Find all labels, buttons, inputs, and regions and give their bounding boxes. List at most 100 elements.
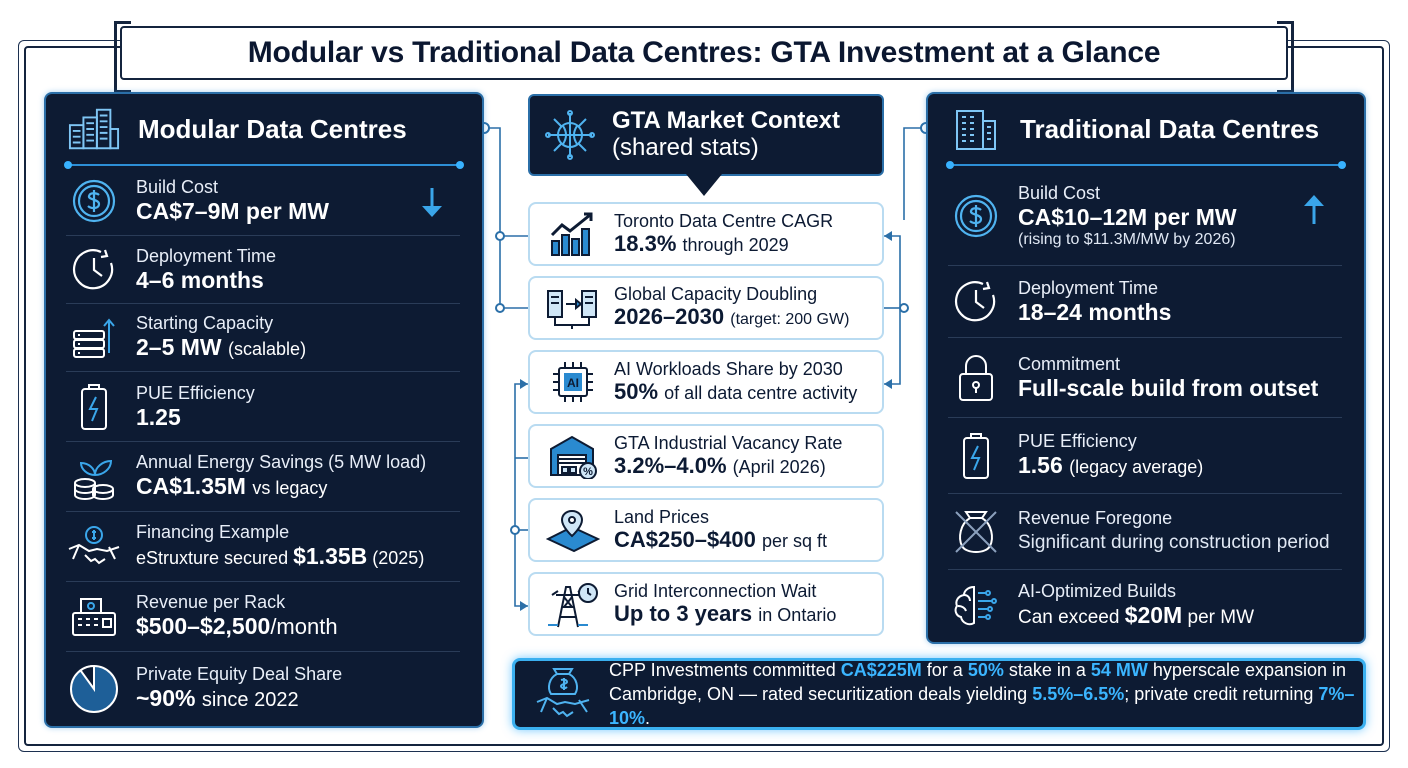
row-value: Can exceed $20M per MW bbox=[1018, 601, 1254, 632]
note-text-part: for a bbox=[921, 660, 968, 680]
pie-slice-remainder bbox=[79, 664, 95, 693]
row-label: Starting Capacity bbox=[136, 312, 274, 333]
traditional-row-pue: PUE Efficiency 1.56 (legacy average) bbox=[948, 418, 1342, 494]
value-main: CA$1.35M bbox=[136, 472, 246, 499]
card-value: CA$250–$400 per sq ft bbox=[614, 527, 827, 554]
card-label: Land Prices bbox=[614, 506, 710, 527]
row-value: ~90% since 2022 bbox=[136, 684, 342, 714]
card-value: Up to 3 years in Ontario bbox=[614, 601, 836, 628]
land-pin-icon bbox=[544, 504, 602, 556]
handshake-icon bbox=[66, 521, 122, 573]
value-prefix: Can exceed bbox=[1018, 606, 1120, 628]
value-small: of all data centre activity bbox=[664, 382, 858, 403]
note-text-part: . bbox=[645, 708, 651, 728]
row-label: Private Equity Deal Share bbox=[136, 664, 343, 684]
value-main: 2026–2030 bbox=[614, 303, 725, 329]
value-small: per sq ft bbox=[762, 530, 828, 551]
row-label: PUE Efficiency bbox=[1018, 430, 1137, 451]
row-label: AI-Optimized Builds bbox=[1018, 580, 1177, 601]
coins-leaf-icon bbox=[66, 451, 122, 503]
row-value: 4–6 months bbox=[136, 266, 264, 293]
row-value: CA$10–12M per MW bbox=[1018, 203, 1237, 230]
row-value: 2–5 MW (scalable) bbox=[136, 333, 306, 363]
warehouse-icon: % bbox=[544, 430, 602, 482]
traditional-row-deployment: Deployment Time 18–24 months bbox=[948, 266, 1342, 338]
padlock-icon bbox=[948, 352, 1004, 404]
value-small: /month bbox=[270, 614, 338, 639]
traditional-panel: Traditional Data Centres Build Cost CA$1… bbox=[926, 92, 1366, 644]
down-arrow-icon bbox=[420, 186, 444, 218]
server-stack-icon bbox=[66, 312, 122, 364]
value-main: $1.35B bbox=[293, 542, 368, 569]
value-small: (target: 200 GW) bbox=[730, 310, 850, 328]
ai-chip-icon: AI bbox=[544, 356, 602, 408]
highlight-value: 5.5%–6.5% bbox=[1032, 684, 1125, 704]
battery-icon bbox=[66, 381, 122, 433]
title-box: Modular vs Traditional Data Centres: GTA… bbox=[114, 21, 1294, 93]
row-label: Annual Energy Savings (5 MW load) bbox=[136, 451, 427, 472]
traditional-heading: Traditional Data Centres bbox=[1020, 113, 1320, 144]
highlight-value: 54 MW bbox=[1090, 660, 1148, 680]
card-value: 18.3% through 2029 bbox=[614, 231, 833, 258]
value-main: 3.2%–4.0% bbox=[614, 452, 727, 478]
card-label: Toronto Data Centre CAGR bbox=[614, 210, 834, 231]
modular-panel: Modular Data Centres Build Cost CA$7–9M … bbox=[44, 92, 484, 728]
traditional-row-commitment: Commitment Full-scale build from outset bbox=[948, 338, 1342, 418]
dollar-icon bbox=[948, 190, 1004, 242]
highlight-value: CA$225M bbox=[840, 660, 922, 680]
investment-note-box: CPP Investments committed CA$225M for a … bbox=[512, 658, 1366, 730]
row-value: eStruxture secured $1.35B (2025) bbox=[136, 542, 424, 572]
traditional-row-ai-builds: AI-Optimized Builds Can exceed $20M per … bbox=[948, 570, 1342, 642]
note-text-part: stake in a bbox=[1003, 660, 1091, 680]
row-value: 1.56 (legacy average) bbox=[1018, 451, 1203, 481]
row-value: 18–24 months bbox=[1018, 298, 1172, 325]
modular-header: Modular Data Centres bbox=[46, 94, 482, 164]
row-label: PUE Efficiency bbox=[136, 382, 255, 403]
clock-icon bbox=[948, 276, 1004, 328]
traditional-header: Traditional Data Centres bbox=[928, 94, 1364, 164]
row-value: CA$1.35M vs legacy bbox=[136, 472, 426, 502]
context-card-capacity: Global Capacity Doubling 2026–2030 (targ… bbox=[528, 276, 884, 340]
value-small: (scalable) bbox=[228, 338, 307, 359]
office-building-icon bbox=[950, 107, 1002, 151]
modular-row-deployment: Deployment Time 4–6 months bbox=[66, 236, 460, 304]
dollar-icon bbox=[66, 175, 122, 227]
value-main: Up to 3 years bbox=[614, 600, 753, 626]
value-main: 1.56 bbox=[1018, 451, 1063, 478]
card-value: 3.2%–4.0% (April 2026) bbox=[614, 453, 842, 480]
header-divider bbox=[64, 161, 464, 169]
clock-icon bbox=[66, 244, 122, 296]
value-small: vs legacy bbox=[252, 477, 328, 498]
value-main: 18.3% bbox=[614, 230, 677, 256]
value-small: through 2029 bbox=[682, 234, 789, 255]
context-card-cagr: Toronto Data Centre CAGR 18.3% through 2… bbox=[528, 202, 884, 266]
card-label: AI Workloads Share by 2030 bbox=[614, 358, 843, 379]
investment-note-text: CPP Investments committed CA$225M for a … bbox=[609, 658, 1363, 730]
value-main: $500–$2,500 bbox=[136, 613, 271, 639]
value-small: (legacy average) bbox=[1069, 456, 1204, 477]
context-header: GTA Market Context (shared stats) bbox=[528, 94, 884, 176]
row-value: Full-scale build from outset bbox=[1018, 374, 1319, 401]
network-globe-icon bbox=[544, 109, 596, 161]
row-value: CA$7–9M per MW bbox=[136, 197, 329, 224]
modular-row-financing: Financing Example eStruxture secured $1.… bbox=[66, 512, 460, 582]
cash-register-icon bbox=[66, 591, 122, 643]
modular-row-energy-savings: Annual Energy Savings (5 MW load) CA$1.3… bbox=[66, 442, 460, 512]
power-tower-icon bbox=[544, 578, 602, 630]
modular-heading: Modular Data Centres bbox=[138, 113, 407, 144]
value-small: (April 2026) bbox=[732, 456, 826, 477]
context-card-grid-wait: Grid Interconnection Wait Up to 3 years … bbox=[528, 572, 884, 636]
card-label: GTA Industrial Vacancy Rate bbox=[614, 432, 843, 453]
row-value: $500–$2,500/month bbox=[136, 612, 338, 641]
battery-icon bbox=[948, 430, 1004, 482]
traditional-row-revenue-foregone: Revenue Foregone Significant during cons… bbox=[948, 494, 1342, 570]
row-label: Revenue per Rack bbox=[136, 592, 286, 612]
note-text-part: ; private credit returning bbox=[1124, 684, 1319, 704]
header-divider bbox=[946, 161, 1346, 169]
note-text-part: CPP Investments committed bbox=[609, 660, 841, 680]
note-text-part: hyperscale expansion in Cambridge, ON — … bbox=[609, 660, 1347, 704]
row-label: Commitment bbox=[1018, 353, 1121, 374]
pie-chart-svg bbox=[70, 664, 118, 713]
modular-row-pue: PUE Efficiency 1.25 bbox=[66, 372, 460, 442]
crossed-moneybag-icon bbox=[948, 506, 1004, 558]
